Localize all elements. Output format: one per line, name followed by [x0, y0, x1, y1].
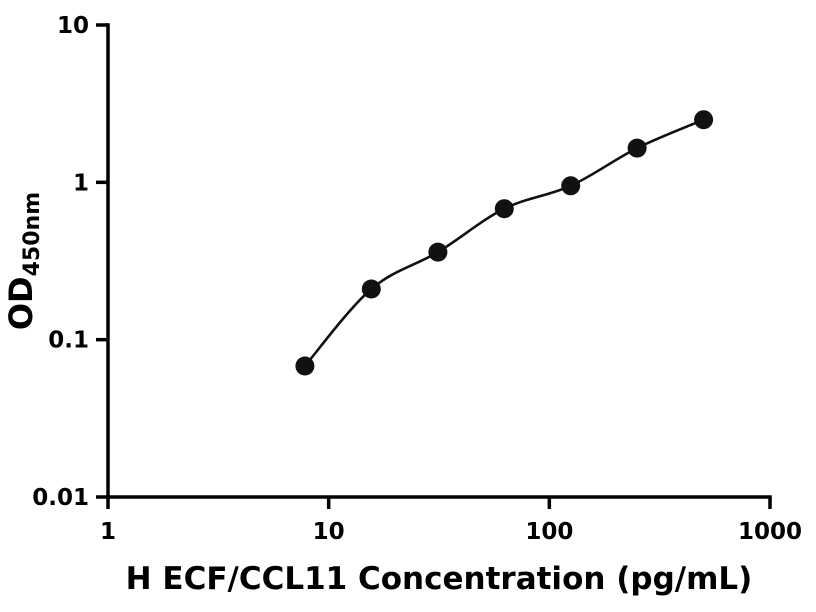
data-point-marker [694, 110, 714, 130]
x-axis-title: H ECF/CCL11 Concentration (pg/mL) [126, 561, 753, 597]
data-point-marker [295, 356, 315, 376]
x-axis: 1 10 100 1000 [100, 497, 802, 545]
data-point-marker [627, 138, 647, 158]
fit-curve [303, 118, 705, 367]
x-tick-label: 1 [100, 519, 116, 545]
data-point-marker [361, 279, 381, 299]
y-tick-label: 0.01 [32, 485, 89, 511]
y-axis-title: OD450nm [2, 192, 45, 330]
x-tick-label: 10 [313, 519, 345, 545]
data-point-marker [561, 176, 581, 196]
y-tick-label: 10 [57, 13, 89, 39]
y-tick-label: 0.1 [48, 328, 89, 354]
y-tick-label: 1 [73, 170, 89, 196]
data-point-marker [428, 242, 448, 262]
data-points [295, 110, 714, 376]
x-tick-label: 100 [525, 519, 573, 545]
x-tick-label: 1000 [738, 519, 802, 545]
y-axis: 0.01 0.1 1 10 [32, 13, 108, 511]
data-point-marker [494, 199, 514, 219]
